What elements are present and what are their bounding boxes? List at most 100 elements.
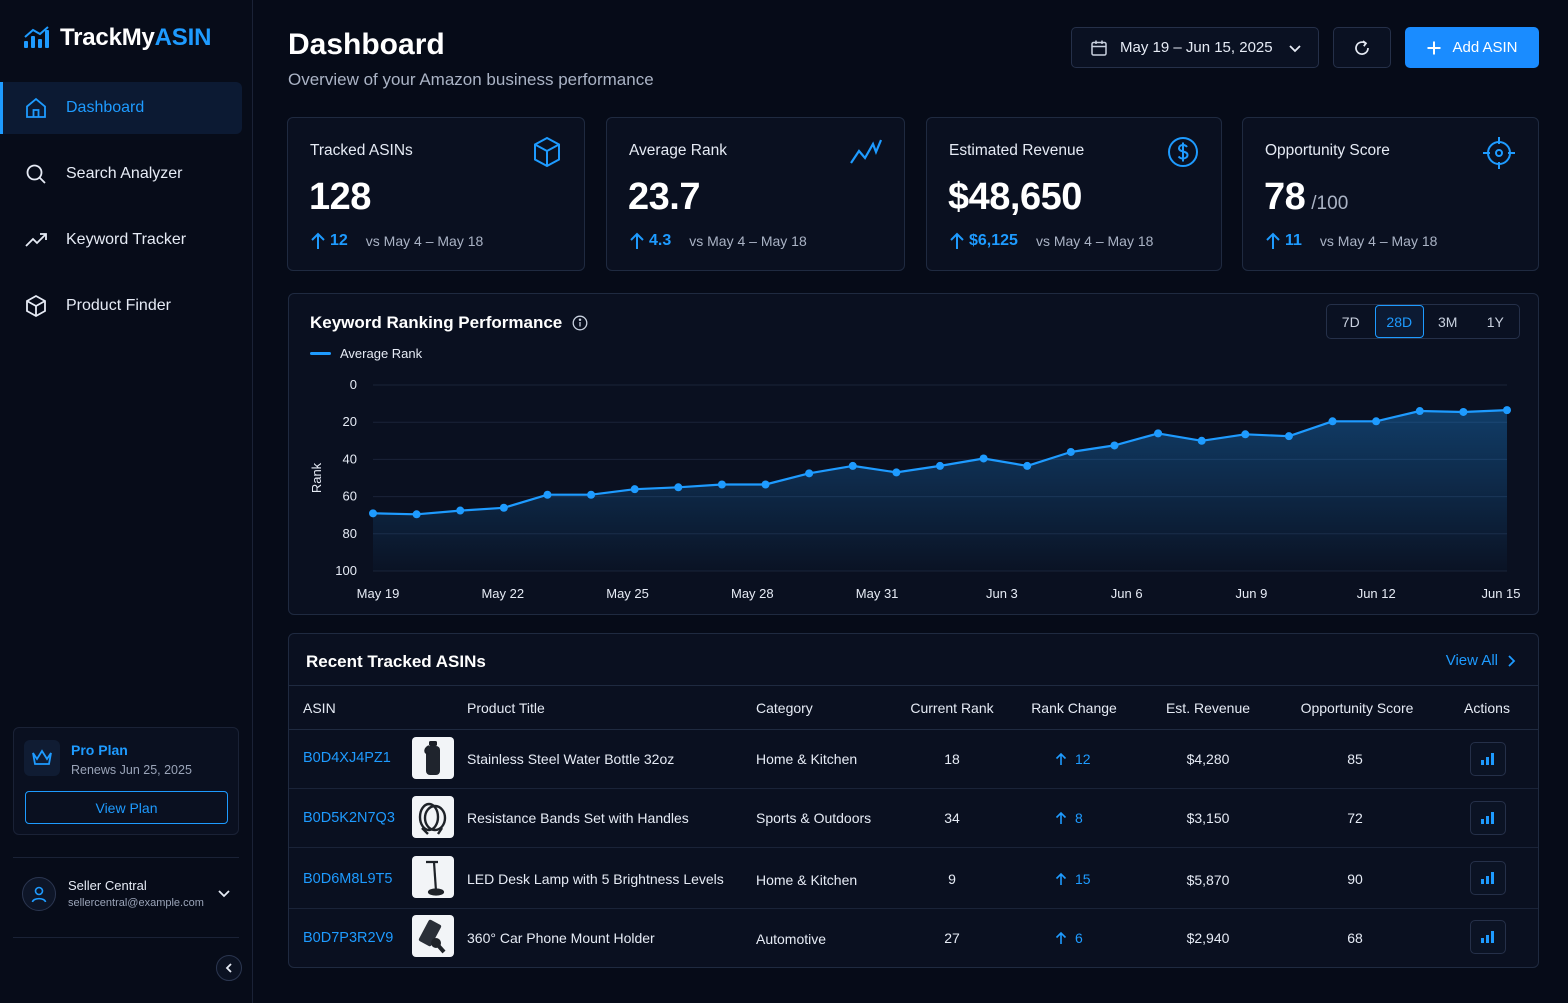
kpi-card-opportunity-score: Opportunity Score 78/100 11 vs May 4 – M…	[1242, 117, 1539, 271]
kpi-delta: 4.3	[649, 232, 672, 249]
view-plan-button[interactable]: View Plan	[25, 791, 228, 824]
opportunity-score: 68	[1347, 930, 1363, 946]
kpi-change: 4.3 vs May 4 – May 18	[629, 232, 807, 250]
bar-chart-icon	[1481, 753, 1494, 765]
table-header: ASIN Product Title Category Current Rank…	[289, 685, 1538, 730]
range-tab-1y[interactable]: 1Y	[1486, 313, 1504, 330]
data-point	[1372, 417, 1381, 426]
lamp-icon	[426, 860, 445, 896]
view-analytics-button[interactable]	[1470, 920, 1506, 954]
x-tick-label: May 28	[731, 586, 774, 601]
legend-swatch	[310, 352, 331, 355]
product-category: Home & Kitchen	[756, 872, 858, 888]
x-tick-label: Jun 9	[1236, 586, 1268, 601]
info-icon[interactable]	[572, 315, 588, 331]
kpi-value: 23.7	[628, 176, 700, 218]
est-revenue: $3,150	[1186, 810, 1230, 826]
column-header-rank[interactable]: Current Rank	[910, 700, 994, 716]
date-range-label: May 19 – Jun 15, 2025	[1120, 39, 1273, 56]
sidebar-item-label: Product Finder	[66, 297, 171, 314]
sidebar-item-dashboard[interactable]: Dashboard	[0, 82, 242, 134]
rank-change: 15	[1055, 871, 1091, 887]
x-tick-label: May 22	[481, 586, 524, 601]
kpi-change: 11 vs May 4 – May 18	[1265, 232, 1437, 250]
refresh-button[interactable]	[1333, 27, 1391, 68]
arrow-up-icon	[1055, 931, 1067, 944]
dollar-circle-icon	[1168, 137, 1198, 167]
sidebar-item-product-finder[interactable]: Product Finder	[0, 280, 242, 332]
data-point	[1415, 407, 1424, 416]
column-header-asin[interactable]: ASIN	[303, 700, 336, 716]
bar-chart-icon	[1481, 872, 1494, 884]
y-tick-label: 20	[343, 414, 357, 429]
asin-link[interactable]: B0D5K2N7Q3	[303, 810, 395, 826]
bottle-icon	[424, 741, 440, 775]
view-analytics-button[interactable]	[1470, 742, 1506, 776]
column-header-rank-change[interactable]: Rank Change	[1031, 700, 1117, 716]
view-all-link[interactable]: View All	[1446, 652, 1516, 669]
arrow-up-icon	[950, 232, 964, 249]
range-selector: 7D 28D 3M 1Y	[1326, 304, 1520, 339]
collapse-sidebar-button[interactable]	[216, 955, 242, 981]
column-header-actions: Actions	[1464, 700, 1510, 716]
asin-link[interactable]: B0D7P3R2V9	[303, 930, 394, 946]
kpi-value: 128	[309, 176, 371, 218]
column-header-title[interactable]: Product Title	[467, 700, 545, 716]
view-analytics-button[interactable]	[1470, 801, 1506, 835]
table-row[interactable]: B0D7P3R2V9 360° Car Phone Mount Holder A…	[289, 909, 1538, 967]
table-row[interactable]: B0D6M8L9T5 LED Desk Lamp with 5 Brightne…	[289, 848, 1538, 909]
arrow-up-icon	[1055, 872, 1067, 885]
view-analytics-button[interactable]	[1470, 861, 1506, 895]
sidebar-item-keyword-tracker[interactable]: Keyword Tracker	[0, 214, 242, 266]
bands-icon	[418, 802, 447, 835]
est-revenue: $5,870	[1186, 872, 1230, 888]
phone-mount-icon	[418, 919, 446, 954]
kpi-card-estimated-revenue: Estimated Revenue $48,650 $6,125 vs May …	[926, 117, 1222, 271]
kpi-label: Average Rank	[629, 142, 727, 159]
range-tab-28d[interactable]: 28D	[1374, 305, 1424, 338]
kpi-period: vs May 4 – May 18	[365, 233, 484, 249]
legend-label: Average Rank	[340, 346, 423, 361]
arrow-up-icon	[630, 232, 644, 249]
add-asin-button[interactable]: Add ASIN	[1405, 27, 1539, 68]
kpi-card-average-rank: Average Rank 23.7 4.3 vs May 4 – May 18	[606, 117, 905, 271]
user-email: sellercentral@example.com	[68, 897, 204, 909]
kpi-card-tracked-asins: Tracked ASINs 128 12 vs May 4 – May 18	[287, 117, 585, 271]
logo[interactable]: TrackMyASIN	[24, 24, 211, 52]
data-point	[848, 461, 857, 470]
column-header-revenue[interactable]: Est. Revenue	[1165, 700, 1251, 716]
sidebar-item-search-analyzer[interactable]: Search Analyzer	[0, 148, 242, 200]
x-tick-label: May 19	[357, 586, 400, 601]
user-account-menu[interactable]: Seller Central sellercentral@example.com	[20, 875, 240, 915]
data-point	[630, 485, 639, 494]
data-point	[412, 510, 421, 519]
data-point	[979, 454, 988, 463]
sidebar-nav: Dashboard Search Analyzer Keyword Tracke…	[0, 82, 242, 346]
asin-link[interactable]: B0D4XJ4PZ1	[303, 750, 391, 766]
kpi-change: 12 vs May 4 – May 18	[310, 232, 483, 250]
data-point	[587, 490, 596, 499]
range-tab-7d[interactable]: 7D	[1341, 313, 1360, 330]
sidebar-item-label: Search Analyzer	[66, 165, 183, 182]
asin-link[interactable]: B0D6M8L9T5	[303, 871, 393, 887]
column-header-category[interactable]: Category	[756, 700, 813, 716]
date-range-picker[interactable]: May 19 – Jun 15, 2025	[1071, 27, 1319, 68]
column-header-score[interactable]: Opportunity Score	[1300, 700, 1414, 716]
sidebar-item-label: Keyword Tracker	[66, 231, 187, 248]
arrow-up-icon	[311, 232, 325, 249]
data-point	[1503, 406, 1511, 415]
table-row[interactable]: B0D4XJ4PZ1 Stainless Steel Water Bottle …	[289, 730, 1538, 789]
sidebar: TrackMyASIN Dashboard Search Analyzer Ke…	[0, 0, 253, 1003]
arrow-up-icon	[1055, 811, 1067, 824]
series-area	[373, 410, 1507, 571]
product-category: Automotive	[756, 931, 827, 947]
y-tick-label: 60	[343, 489, 357, 504]
current-rank: 34	[944, 810, 960, 826]
rank-change: 6	[1055, 930, 1083, 946]
est-revenue: $4,280	[1186, 751, 1230, 767]
data-point	[717, 480, 726, 489]
ranking-chart: 0 20 40 60 80 100 Rank May 19 May 22 May 25 May 28…	[309, 377, 1521, 601]
kpi-period: vs May 4 – May 18	[1035, 233, 1154, 249]
range-tab-3m[interactable]: 3M	[1438, 313, 1458, 330]
table-row[interactable]: B0D5K2N7Q3 Resistance Bands Set with Han…	[289, 789, 1538, 848]
